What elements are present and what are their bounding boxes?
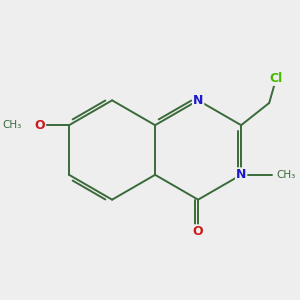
Text: Cl: Cl — [270, 72, 283, 85]
Text: CH₃: CH₃ — [276, 170, 296, 180]
Text: O: O — [193, 225, 203, 238]
Text: O: O — [34, 119, 45, 132]
Text: N: N — [236, 168, 246, 181]
Text: N: N — [193, 94, 203, 107]
Text: CH₃: CH₃ — [3, 120, 22, 130]
